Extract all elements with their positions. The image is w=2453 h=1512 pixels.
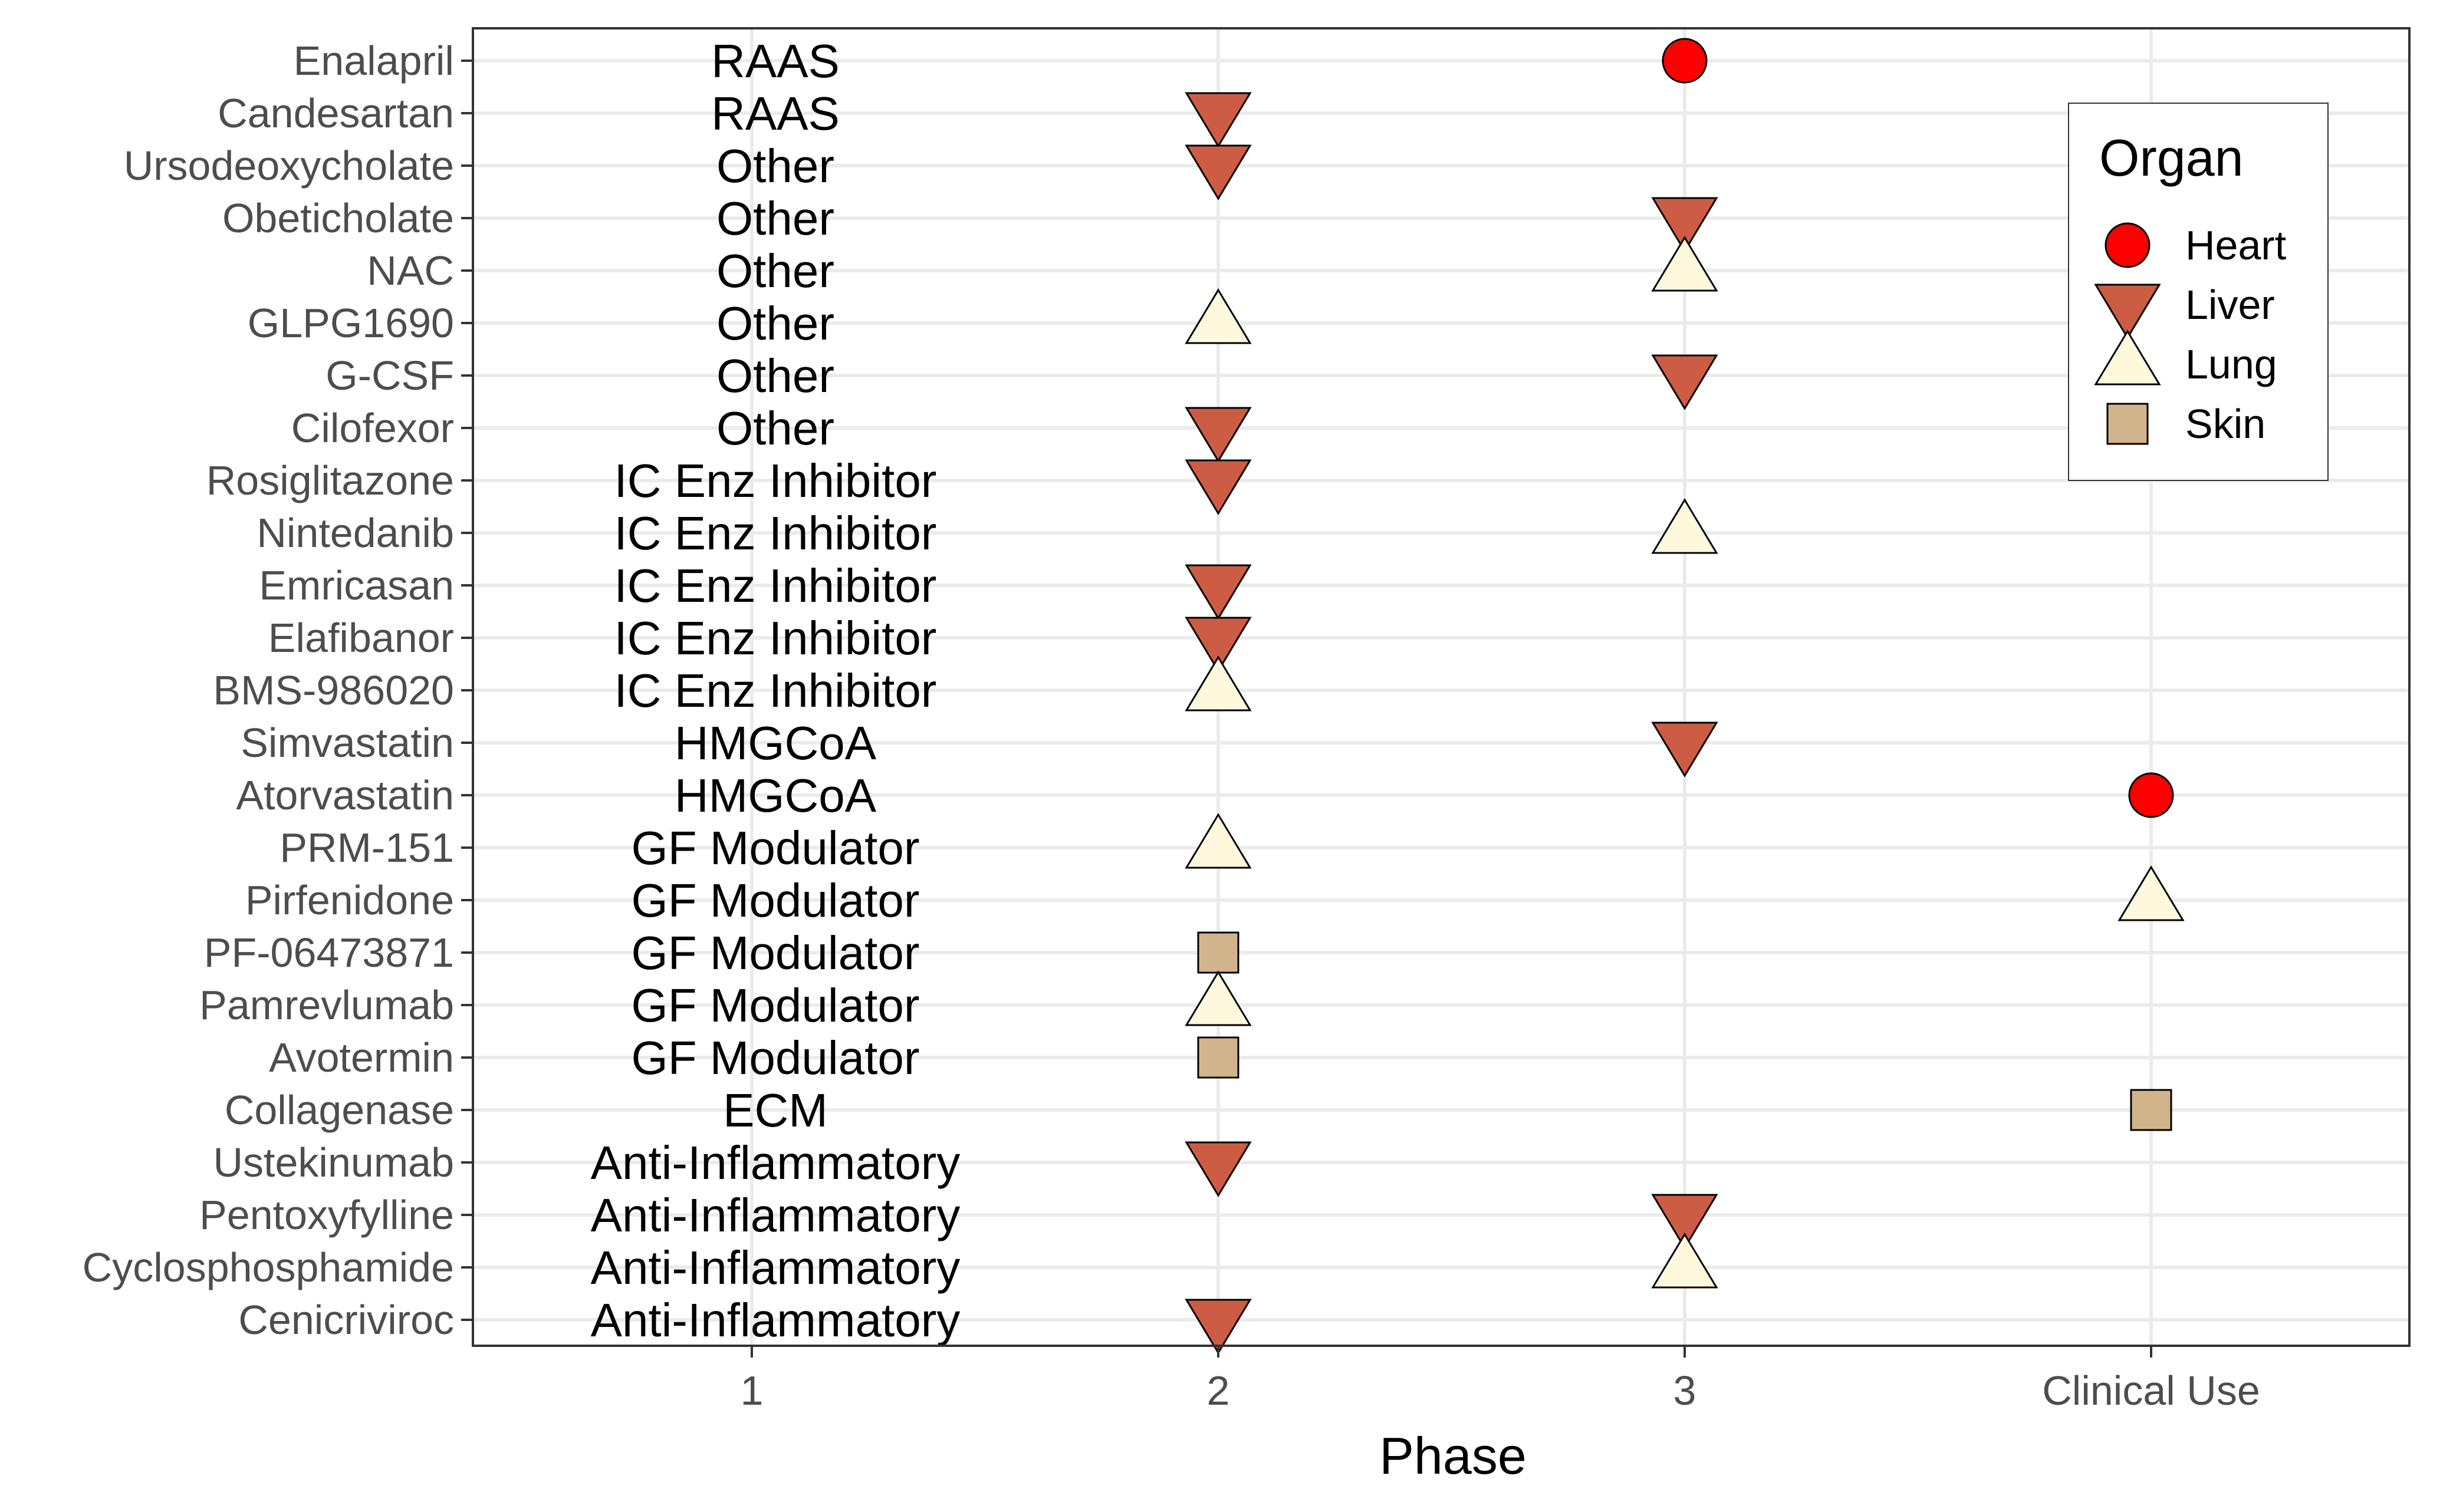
data-point-liver	[1185, 617, 1252, 673]
legend-key-skin	[2106, 403, 2149, 445]
class-labels: RAASRAASOtherOtherOtherOtherOtherOtherIC…	[591, 35, 961, 1346]
y-tick-label: GLPG1690	[248, 300, 454, 346]
axes: Enalapril Candesartan Ursodeoxycholate Obet…	[83, 38, 2260, 1414]
y-tick-label: NAC	[367, 248, 454, 294]
class-label: RAAS	[711, 35, 840, 87]
data-point-liver	[1651, 354, 1718, 410]
y-tick-label: PRM-151	[280, 825, 454, 871]
data-point-liver	[1185, 407, 1252, 463]
class-label: IC Enz Inhibitor	[614, 454, 937, 507]
x-tick-label: 2	[1207, 1368, 1230, 1414]
data-point-liver	[1185, 144, 1252, 200]
y-tick-label: G-CSF	[325, 353, 454, 398]
class-label: Anti-Inflammatory	[591, 1241, 961, 1294]
data-point-lung	[2117, 865, 2185, 921]
class-label: Anti-Inflammatory	[591, 1137, 961, 1189]
data-point-liver	[1651, 722, 1718, 778]
data-point-lung	[1651, 236, 1718, 292]
data-point-liver	[1651, 1194, 1718, 1250]
panel-border	[472, 27, 2411, 1347]
data-point-liver	[1651, 197, 1718, 253]
y-tick-label: Enalapril	[294, 38, 454, 84]
y-tick-label: Simvastatin	[241, 720, 454, 766]
grid-lines	[473, 28, 2409, 1346]
data-point-liver	[1185, 1141, 1252, 1197]
class-label: RAAS	[711, 87, 840, 140]
class-label: GF Modulator	[631, 822, 919, 874]
y-tick-label: Obeticholate	[222, 195, 454, 241]
legend-items: Heart Liver Lung Skin	[2094, 222, 2286, 447]
data-point-lung	[1185, 288, 1252, 344]
y-tick-label: Elafibanor	[268, 615, 454, 661]
y-tick-label: Ustekinumab	[213, 1139, 454, 1185]
legend-label: Lung	[2185, 341, 2277, 387]
class-label: Other	[716, 192, 834, 245]
y-tick-label: Cenicriviroc	[238, 1297, 454, 1343]
y-tick-label: Rosiglitazone	[206, 457, 454, 503]
x-tick-label: 3	[1673, 1368, 1696, 1414]
class-label: Other	[716, 245, 834, 297]
data-point-liver	[1185, 564, 1252, 620]
class-label: Other	[716, 297, 834, 350]
class-label: Anti-Inflammatory	[591, 1294, 961, 1346]
y-tick-label: Cyclosphosphamide	[83, 1244, 454, 1290]
y-tick-label: Pamrevlumab	[199, 982, 454, 1028]
class-label: Other	[716, 402, 834, 454]
y-tick-label: Ursodeoxycholate	[124, 143, 454, 189]
class-label: IC Enz Inhibitor	[614, 612, 937, 664]
data-point-lung	[1185, 655, 1252, 711]
data-point-skin	[1197, 1036, 1239, 1079]
y-tick-label: Cilofexor	[291, 405, 454, 451]
class-label: ECM	[723, 1084, 828, 1137]
class-label: Anti-Inflammatory	[591, 1189, 961, 1241]
class-label: HMGCoA	[675, 769, 877, 822]
class-label: GF Modulator	[631, 1032, 919, 1084]
class-label: GF Modulator	[631, 874, 919, 927]
legend-key-heart	[2105, 222, 2151, 268]
class-label: Other	[716, 140, 834, 192]
y-tick-label: PF-06473871	[204, 930, 454, 976]
legend-title: Organ	[2099, 129, 2244, 187]
legend-label: Liver	[2185, 282, 2275, 328]
data-point-liver	[1185, 92, 1252, 148]
y-tick-label: Collagenase	[225, 1087, 454, 1133]
data-point-heart	[2128, 772, 2174, 818]
class-label: GF Modulator	[631, 927, 919, 979]
class-label: Other	[716, 350, 834, 402]
data-point-lung	[1185, 813, 1252, 869]
y-tick-label: BMS-986020	[213, 667, 454, 713]
y-tick-label: Candesartan	[218, 90, 454, 136]
data-point-lung	[1651, 498, 1718, 554]
data-point-liver	[1185, 459, 1252, 515]
data-point-liver	[1185, 1299, 1252, 1355]
class-label: HMGCoA	[675, 717, 877, 769]
legend-label: Heart	[2185, 222, 2286, 268]
legend[interactable]: Organ Heart Liver Lung Skin	[2068, 103, 2329, 481]
y-tick-label: Pirfenidone	[245, 877, 454, 923]
legend-key-liver	[2094, 284, 2161, 340]
data-point-lung	[1185, 970, 1252, 1026]
class-label: GF Modulator	[631, 979, 919, 1032]
x-tick-label: 1	[741, 1368, 764, 1414]
legend-label: Skin	[2185, 401, 2265, 447]
data-point-lung	[1651, 1233, 1718, 1289]
data-point-skin	[2130, 1089, 2172, 1131]
data-point-heart	[1662, 38, 1708, 84]
data-point-skin	[1197, 931, 1239, 974]
x-tick-label: Clinical Use	[2042, 1368, 2260, 1414]
class-label: IC Enz Inhibitor	[614, 559, 937, 612]
y-tick-label: Avotermin	[269, 1035, 454, 1081]
y-tick-label: Pentoxyfylline	[199, 1192, 454, 1238]
y-tick-label: Nintedanib	[257, 510, 454, 556]
class-label: IC Enz Inhibitor	[614, 664, 937, 717]
data-points	[1185, 38, 2185, 1355]
x-axis-title: Phase	[1379, 1427, 1527, 1485]
y-tick-label: Emricasan	[259, 562, 454, 608]
legend-key-lung	[2094, 330, 2161, 386]
class-label: IC Enz Inhibitor	[614, 507, 937, 559]
y-tick-label: Atorvastatin	[236, 772, 454, 818]
